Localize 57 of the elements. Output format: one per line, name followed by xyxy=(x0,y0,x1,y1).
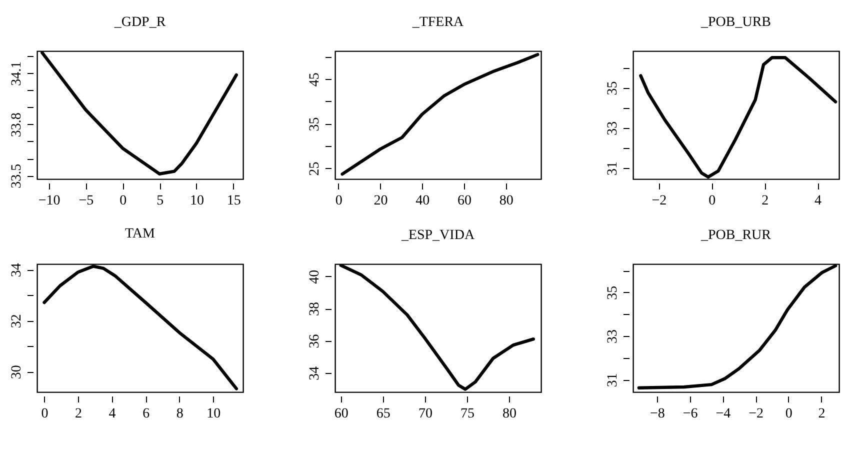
chart-title: _GDP_R xyxy=(113,15,166,30)
y-tick-label: 35 xyxy=(606,81,620,96)
x-tick-label: 40 xyxy=(416,194,430,208)
x-tick-label: 5 xyxy=(156,194,164,208)
x-tick-label: −6 xyxy=(682,406,698,422)
y-tick-label: 34.1 xyxy=(10,61,24,86)
chart-title: _POB_RUR xyxy=(700,228,772,243)
x-tick-label: 0 xyxy=(335,194,342,208)
x-tick-label: 10 xyxy=(206,406,221,422)
y-tick-label: 35 xyxy=(308,117,322,132)
x-tick-label: 10 xyxy=(190,194,204,208)
x-tick-label: 8 xyxy=(176,406,184,422)
x-tick-label: −2 xyxy=(748,406,764,422)
x-tick-label: −10 xyxy=(38,194,60,208)
y-tick-label: 30 xyxy=(10,365,24,380)
y-tick-label: 35 xyxy=(606,286,620,300)
y-tick-label: 36 xyxy=(308,334,322,348)
y-tick-label: 33.5 xyxy=(10,164,24,188)
x-tick-label: 4 xyxy=(108,406,116,422)
x-tick-label: 0 xyxy=(708,194,716,208)
x-tick-label: 2 xyxy=(75,406,82,422)
y-tick-label: 32 xyxy=(10,314,24,328)
x-tick-label: 80 xyxy=(499,194,514,208)
chart-title: _ESP_VIDA xyxy=(400,228,476,243)
y-tick-label: 33 xyxy=(606,121,620,136)
x-tick-label: 60 xyxy=(334,406,348,422)
x-tick-label: 2 xyxy=(762,194,769,208)
x-tick-label: 0 xyxy=(785,406,792,422)
x-tick-label: −4 xyxy=(716,406,731,422)
x-tick-label: 15 xyxy=(226,194,241,208)
chart-title: TAM xyxy=(125,226,156,242)
x-tick-label: −2 xyxy=(652,194,667,208)
x-tick-label: 65 xyxy=(376,406,390,422)
y-tick-label: 33.8 xyxy=(10,112,24,138)
y-tick-label: 33 xyxy=(606,329,620,344)
x-tick-label: 20 xyxy=(374,194,388,208)
x-tick-label: 6 xyxy=(142,406,150,422)
y-tick-label: 45 xyxy=(308,72,322,87)
x-tick-label: 60 xyxy=(457,194,472,208)
x-tick-label: 70 xyxy=(418,406,432,422)
y-tick-label: 31 xyxy=(606,161,620,176)
x-tick-label: 80 xyxy=(502,406,517,422)
chart-title: _POB_URB xyxy=(700,15,772,30)
y-tick-label: 40 xyxy=(308,270,322,284)
y-tick-label: 34 xyxy=(308,366,322,380)
chart-title: _TFERA xyxy=(411,15,465,30)
y-tick-label: 25 xyxy=(308,162,322,176)
y-tick-label: 38 xyxy=(308,302,322,316)
x-tick-label: 2 xyxy=(818,406,826,422)
y-tick-label: 34 xyxy=(10,263,24,278)
x-tick-label: 0 xyxy=(120,194,127,208)
x-tick-label: −8 xyxy=(650,406,665,422)
x-tick-label: −5 xyxy=(78,194,94,208)
x-tick-label: 0 xyxy=(41,406,48,422)
x-tick-label: 4 xyxy=(814,194,822,208)
x-tick-label: 75 xyxy=(460,406,475,422)
y-tick-label: 31 xyxy=(606,373,620,388)
